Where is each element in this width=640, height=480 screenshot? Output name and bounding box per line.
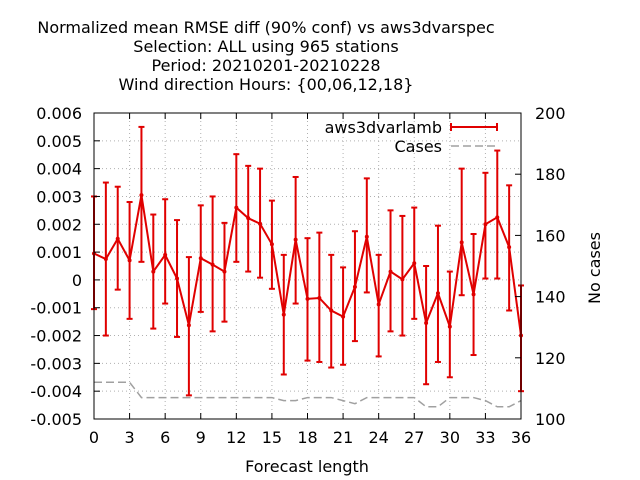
cases-series — [94, 381, 522, 408]
x-tick-label: 15 — [262, 428, 282, 447]
x-tick-label: 27 — [404, 428, 424, 447]
data-point — [269, 242, 274, 247]
legend: aws3dvarlamb Cases — [325, 118, 498, 156]
data-point — [151, 269, 156, 274]
y-tick-label-left: 0.006 — [36, 104, 82, 123]
axes: 0 3 6 9 12 15 18 21 24 27 30 33 36-0.005-0.004-0.003… — [30, 104, 565, 447]
y-tick-label-left: 0.002 — [36, 215, 82, 234]
data-point — [364, 234, 369, 239]
y-tick-label-right: 100 — [535, 410, 566, 429]
data-point — [175, 276, 180, 281]
data-point — [352, 284, 357, 289]
y-tick-label-left: 0.005 — [36, 132, 82, 151]
data-point — [459, 240, 464, 245]
legend-label-cases: Cases — [395, 137, 443, 156]
data-point — [198, 256, 203, 261]
data-point — [341, 314, 346, 319]
y-tick-label-right: 200 — [535, 104, 566, 123]
y-tick-label-right: 160 — [535, 226, 566, 245]
y-tick-label-left: 0.003 — [36, 187, 82, 206]
data-point — [210, 262, 215, 267]
x-tick-label: 12 — [226, 428, 246, 447]
y-tick-label-left: 0.004 — [36, 160, 82, 179]
data-point — [234, 205, 239, 210]
y-tick-label-right: 120 — [535, 349, 566, 368]
y-tick-label-right: 140 — [535, 288, 566, 307]
data-point — [222, 269, 227, 274]
cases-line — [94, 381, 522, 408]
data-point — [246, 216, 251, 221]
data-point — [424, 321, 429, 326]
title-line-1: Normalized mean RMSE diff (90% conf) vs … — [37, 18, 494, 37]
y-tick-label-left: -0.002 — [30, 327, 82, 346]
title-line-4: Wind direction Hours: {00,06,12,18} — [119, 75, 414, 94]
x-axis-label: Forecast length — [245, 457, 369, 476]
x-tick-label: 24 — [368, 428, 388, 447]
data-point — [305, 296, 310, 301]
y-tick-label-left: -0.004 — [30, 382, 82, 401]
x-tick-label: 18 — [297, 428, 317, 447]
data-point — [258, 221, 263, 226]
data-point — [400, 277, 405, 282]
data-point — [495, 215, 500, 220]
legend-swatch-aws3dvarlamb — [450, 123, 498, 131]
data-point — [329, 308, 334, 313]
chart-title: Normalized mean RMSE diff (90% conf) vs … — [37, 18, 494, 94]
data-point — [447, 324, 452, 329]
data-point — [483, 222, 488, 227]
y-tick-label-left: -0.005 — [30, 410, 82, 429]
data-point — [139, 193, 144, 198]
aws3dvarlamb-series — [91, 125, 524, 397]
y-tick-label-left: 0 — [72, 271, 82, 290]
data-point — [317, 295, 322, 300]
title-line-2: Selection: ALL using 965 stations — [133, 37, 398, 56]
data-point — [412, 261, 417, 266]
data-point — [376, 302, 381, 307]
data-point — [186, 323, 191, 328]
data-point — [507, 245, 512, 250]
data-point — [281, 312, 286, 317]
data-point — [293, 237, 298, 242]
data-point — [388, 269, 393, 274]
y-tick-label-left: 0.001 — [36, 243, 82, 262]
y-axis-right-label: No cases — [585, 232, 604, 304]
y-tick-label-left: -0.003 — [30, 354, 82, 373]
x-tick-label: 21 — [333, 428, 353, 447]
x-tick-label: 30 — [440, 428, 460, 447]
data-point — [127, 258, 132, 263]
x-tick-label: 6 — [160, 428, 170, 447]
legend-label-aws3dvarlamb: aws3dvarlamb — [325, 118, 442, 137]
data-point — [471, 292, 476, 297]
x-tick-label: 0 — [89, 428, 99, 447]
title-line-3: Period: 20210201-20210228 — [151, 56, 380, 75]
y-tick-label-left: -0.001 — [30, 299, 82, 318]
y-tick-label-right: 180 — [535, 165, 566, 184]
data-point — [103, 257, 108, 262]
x-tick-label: 9 — [196, 428, 206, 447]
data-point — [163, 252, 168, 257]
data-point — [115, 236, 120, 241]
data-point — [435, 291, 440, 296]
x-tick-label: 33 — [475, 428, 495, 447]
x-tick-label: 36 — [511, 428, 531, 447]
x-tick-label: 3 — [124, 428, 134, 447]
